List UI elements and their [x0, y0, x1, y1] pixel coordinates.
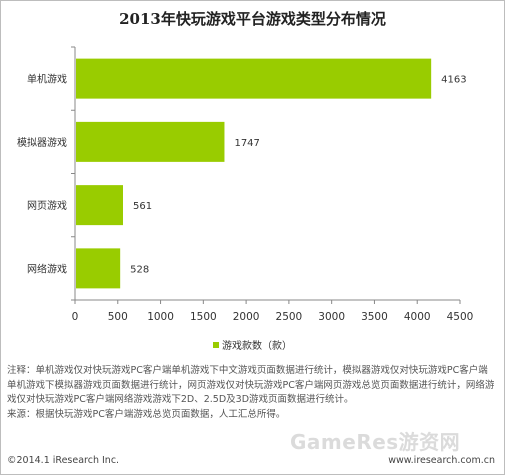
x-tick-label: 0: [72, 311, 79, 323]
data-label: 4163: [441, 75, 466, 86]
legend-label: 游戏款数（款）: [222, 341, 292, 352]
x-tick-label: 3500: [361, 311, 388, 323]
x-tick-label: 2500: [276, 311, 303, 323]
watermark: GameRes游资网: [290, 430, 461, 454]
bar: [76, 248, 121, 289]
x-tick-label: 4500: [447, 311, 474, 323]
bar: [76, 121, 225, 162]
notes-source: 来源：根据快玩游戏PC客户端游戏总览页面数据，人工汇总所得。: [7, 408, 286, 420]
legend-swatch: [213, 342, 219, 348]
x-tick-label: 2000: [233, 311, 260, 323]
legend: 游戏款数（款）: [0, 337, 505, 352]
category-label: 网页游戏: [27, 199, 67, 212]
data-label: 561: [133, 201, 152, 212]
bar: [76, 58, 432, 99]
data-label: 1747: [234, 138, 259, 149]
x-tick-label: 1500: [190, 311, 217, 323]
x-tick-label: 500: [108, 311, 128, 323]
chart-title: 2013年快玩游戏平台游戏类型分布情况: [119, 10, 386, 28]
data-label: 528: [130, 264, 149, 275]
category-label: 单机游戏: [27, 73, 67, 86]
bar: [76, 185, 123, 226]
copyright: ©2014.1 iResearch Inc.: [7, 455, 120, 466]
category-label: 模拟器游戏: [17, 136, 67, 149]
notes: 注释：单机游戏仅对快玩游戏PC客户端单机游戏下中文游戏页面数据进行统计，模拟器游…: [7, 364, 497, 422]
category-label: 网络游戏: [27, 262, 67, 275]
x-tick-label: 1000: [147, 311, 174, 323]
x-tick-label: 4000: [404, 311, 431, 323]
website: www.iresearch.com.cn: [388, 455, 495, 466]
notes-annotation: 注释：单机游戏仅对快玩游戏PC客户端单机游戏下中文游戏页面数据进行统计，模拟器游…: [7, 365, 495, 405]
x-tick-label: 3000: [318, 311, 345, 323]
